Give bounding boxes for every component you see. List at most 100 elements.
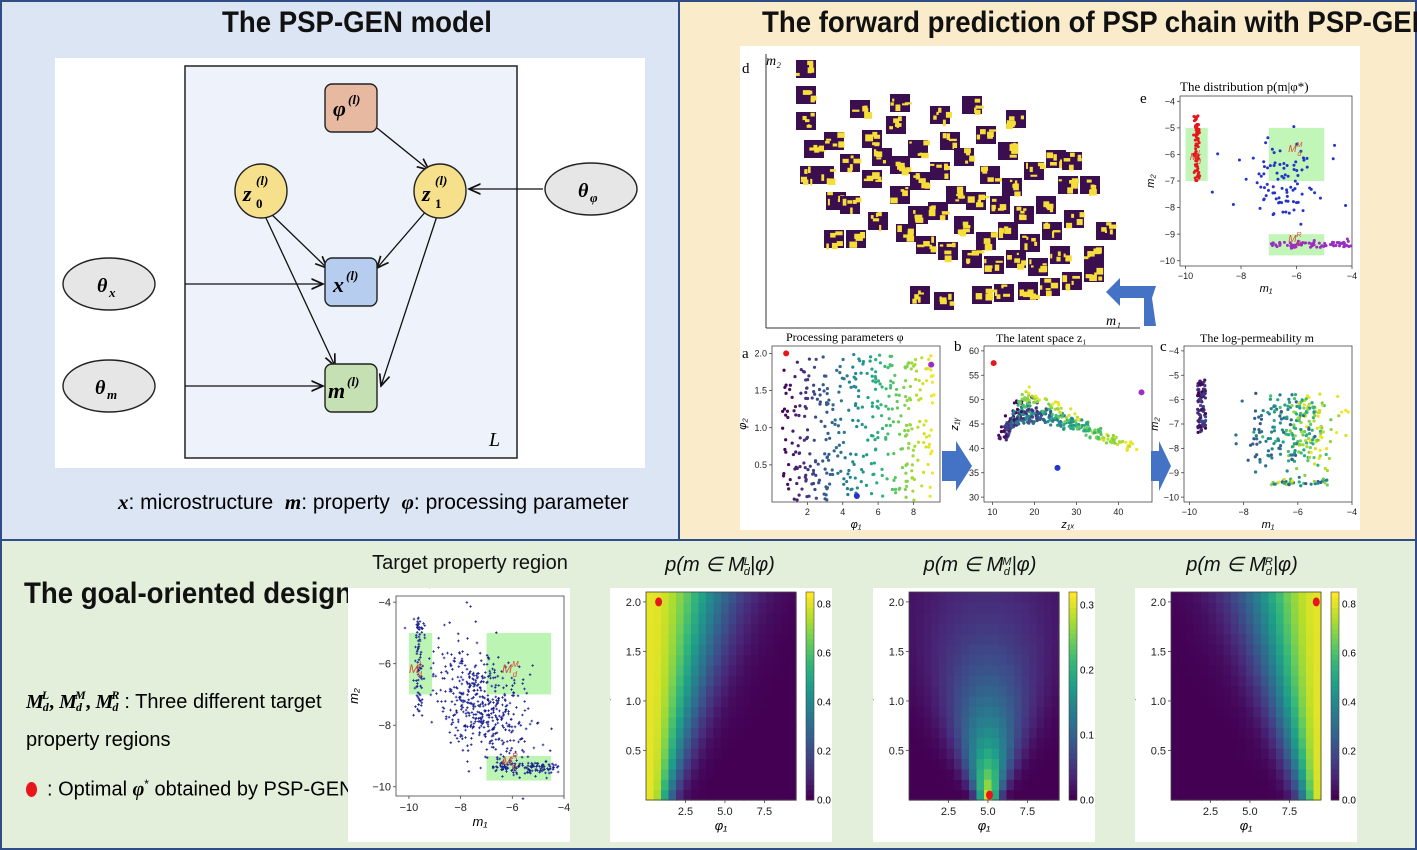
c-xtick-label: −10 — [1182, 507, 1197, 517]
heatmap-cell — [1283, 758, 1292, 770]
heatmap-cell — [1051, 779, 1060, 791]
heatmap-cell — [924, 768, 933, 780]
heatmap-cell — [766, 779, 775, 791]
heatmap-cell — [1216, 727, 1225, 739]
heatmap-cell — [1193, 675, 1202, 687]
heatmap-cell — [1006, 779, 1015, 791]
heatmap-cell — [646, 685, 655, 697]
heatmap-cell — [751, 592, 760, 603]
heatmap-cell — [1291, 789, 1300, 801]
heatmap-cell — [676, 758, 685, 770]
c-point — [1319, 431, 1323, 435]
a-point — [800, 487, 804, 491]
heatmap-cell — [1208, 685, 1217, 697]
b-point — [997, 436, 1001, 440]
heatmap-cell — [1291, 592, 1300, 603]
heatmap-cell — [668, 727, 677, 739]
heatmap-cell — [984, 727, 993, 739]
c-point — [1272, 482, 1276, 486]
heatmap-cell — [961, 644, 970, 655]
c-point — [1234, 433, 1238, 437]
heatmap-cell — [924, 706, 933, 718]
heatmap-cell — [1036, 737, 1045, 749]
heatmap-cell — [646, 664, 655, 676]
a-point — [899, 447, 903, 451]
heatmap-cell — [954, 758, 963, 770]
heatmap-cell — [1208, 789, 1217, 801]
e-point-blue — [1294, 160, 1298, 164]
heatmap-cell — [991, 664, 1000, 676]
c-point — [1301, 443, 1305, 447]
heatmap-cell — [1201, 758, 1210, 770]
colorbar-segment — [1069, 748, 1077, 754]
c-point — [1266, 437, 1270, 441]
heatmap-cell — [698, 654, 707, 666]
heatmap-cell — [1246, 664, 1255, 676]
a-point — [861, 362, 865, 366]
heatmap-cell — [1021, 748, 1030, 759]
b-point — [1076, 425, 1080, 429]
b-point — [1084, 433, 1088, 437]
a-point — [824, 374, 828, 378]
colorbar-segment — [1331, 722, 1339, 728]
heatmap-cell — [969, 612, 978, 624]
a-point — [805, 386, 809, 390]
heatmap-cell — [653, 716, 662, 728]
b-point — [1053, 416, 1057, 420]
a-point — [895, 406, 900, 410]
a-point — [791, 429, 795, 433]
b-point — [1046, 420, 1050, 424]
c-point — [1284, 428, 1289, 432]
heatmap-cell — [1291, 696, 1300, 707]
heatmap-cell — [1261, 779, 1270, 791]
heatmap-cell — [773, 716, 782, 728]
heatmap-cell — [698, 748, 707, 759]
colorbar-segment — [806, 737, 814, 744]
colorbar-segment — [1331, 602, 1339, 609]
forward-figure: d m₂ m₁ e The distribution p(m|φ*) −10 −8… — [740, 46, 1360, 530]
a-point — [831, 407, 835, 411]
regions-description: MdL, MdM, MdR : Three different target p… — [26, 688, 322, 751]
colorbar-segment — [1331, 685, 1339, 692]
heatmap-cell — [1186, 644, 1195, 655]
a-point — [837, 390, 841, 394]
heatmap-cell — [976, 737, 985, 749]
heatmap-cell — [961, 592, 970, 603]
heatmap-cell — [683, 633, 692, 645]
heatmap-cell — [1014, 789, 1023, 801]
heatmap-cell — [1268, 779, 1277, 791]
heatmap-cell — [991, 779, 1000, 791]
c-point — [1307, 431, 1312, 436]
heatmap-cell — [909, 685, 918, 697]
colorbar-segment — [1331, 612, 1339, 619]
heatmap-cell — [1268, 602, 1277, 614]
a-point — [804, 406, 808, 410]
heatmap-cell — [939, 644, 948, 655]
b-point — [1021, 417, 1025, 421]
heatmap-cell — [706, 737, 715, 749]
e-point-blue — [1262, 198, 1266, 202]
heatmap-ytick-label: 1.5 — [1151, 646, 1166, 658]
e-point-blue — [1231, 203, 1235, 207]
heatmap-cell — [984, 706, 993, 718]
microstructure-tile — [890, 156, 912, 176]
a-point — [802, 370, 806, 374]
c-point — [1288, 429, 1292, 433]
svg-text:x: x — [332, 272, 344, 297]
heatmap-cell — [773, 696, 782, 707]
c-point — [1277, 480, 1281, 484]
e-region-label: MR d — [1288, 232, 1301, 248]
a-point — [860, 405, 864, 409]
a-point — [890, 407, 894, 411]
heatmap-cell — [1231, 592, 1240, 603]
target-xtick-label: −4 — [558, 802, 570, 814]
a-point — [864, 425, 868, 429]
heatmap-cell — [781, 716, 790, 728]
heatmap-cell — [1029, 758, 1038, 770]
a-point — [911, 364, 916, 368]
a-point — [922, 440, 926, 445]
heatmap-cell — [646, 654, 655, 666]
e-point-blue — [1286, 174, 1290, 178]
heatmap-cell — [1306, 696, 1315, 707]
e-point-blue — [1299, 149, 1303, 153]
